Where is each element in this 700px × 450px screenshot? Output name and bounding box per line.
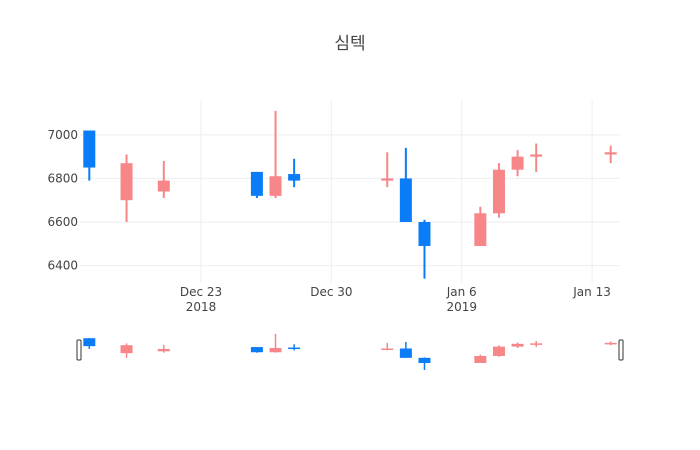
candle-body [492,169,505,214]
y-tick-label: 6800 [47,171,78,185]
candle [604,145,617,164]
candle [120,154,133,222]
y-tick-label: 7000 [47,128,78,142]
candle [381,152,394,188]
candle-body [269,176,282,196]
slider-candle [120,343,133,358]
slider-handle-right[interactable] [618,339,624,361]
slider-candle-body [269,348,282,353]
candles [83,110,617,279]
candle-body [288,174,301,181]
slider-candle [288,344,301,351]
candle [157,161,170,199]
x-tick-label: Jan 13 [572,285,611,299]
x-tick-label: Dec 23 [180,285,222,299]
slider-candle-body [381,348,394,350]
candle [269,110,282,199]
slider-candle-body [250,347,263,353]
slider-candle-body [418,357,431,363]
candle [530,143,543,172]
slider-candle-body [474,355,487,363]
candle-body [418,222,431,246]
slider-candle-body [288,347,301,350]
candle [83,130,96,181]
slider-candle [250,347,263,353]
slider-candle [269,334,282,353]
slider-handle-left[interactable] [76,339,82,361]
candle-body [250,171,263,196]
candle [511,150,524,177]
slider-candle [492,345,505,357]
chart-title: 심텍 [334,34,365,54]
candle [399,147,412,222]
slider-candle [157,344,170,353]
slider-candle [530,341,543,348]
candle-body [399,178,412,222]
grid-lines [80,100,620,283]
y-axis-ticks: 6400 6600 6800 7000 [47,128,78,273]
candle [474,206,487,246]
candle-body [604,152,617,155]
slider-candle-body [492,346,505,356]
x-tick-label: Dec 30 [310,285,352,299]
slider-candle-body [399,348,412,358]
slider-candle [83,338,96,349]
x-tick-year-label: 2019 [446,300,477,314]
slider-candle [604,341,617,346]
slider-candle-body [157,348,170,352]
candle [492,163,505,218]
candle-body [530,154,543,157]
slider-candle-body [83,338,96,347]
candle-body [83,130,96,168]
slider-candle-body [604,342,617,345]
slider-candle [474,354,487,363]
candle-body [474,213,487,246]
slider-candle [381,342,394,351]
x-tick-label: Jan 6 [446,285,477,299]
slider-candle-body [511,343,524,347]
candle-body [157,180,170,192]
slider-candle [418,357,431,370]
y-tick-label: 6400 [47,259,78,273]
candle-body [511,156,524,170]
y-tick-label: 6600 [47,215,78,229]
candle-body [120,163,133,201]
slider-candle [399,341,412,358]
candle-body [381,178,394,181]
range-slider[interactable] [76,334,624,370]
candle [250,171,263,199]
x-tick-year-label: 2018 [186,300,217,314]
slider-candle-body [530,343,543,345]
slider-candle-body [120,345,133,354]
slider-candle [511,342,524,349]
candle [288,158,301,188]
candle [418,219,431,279]
